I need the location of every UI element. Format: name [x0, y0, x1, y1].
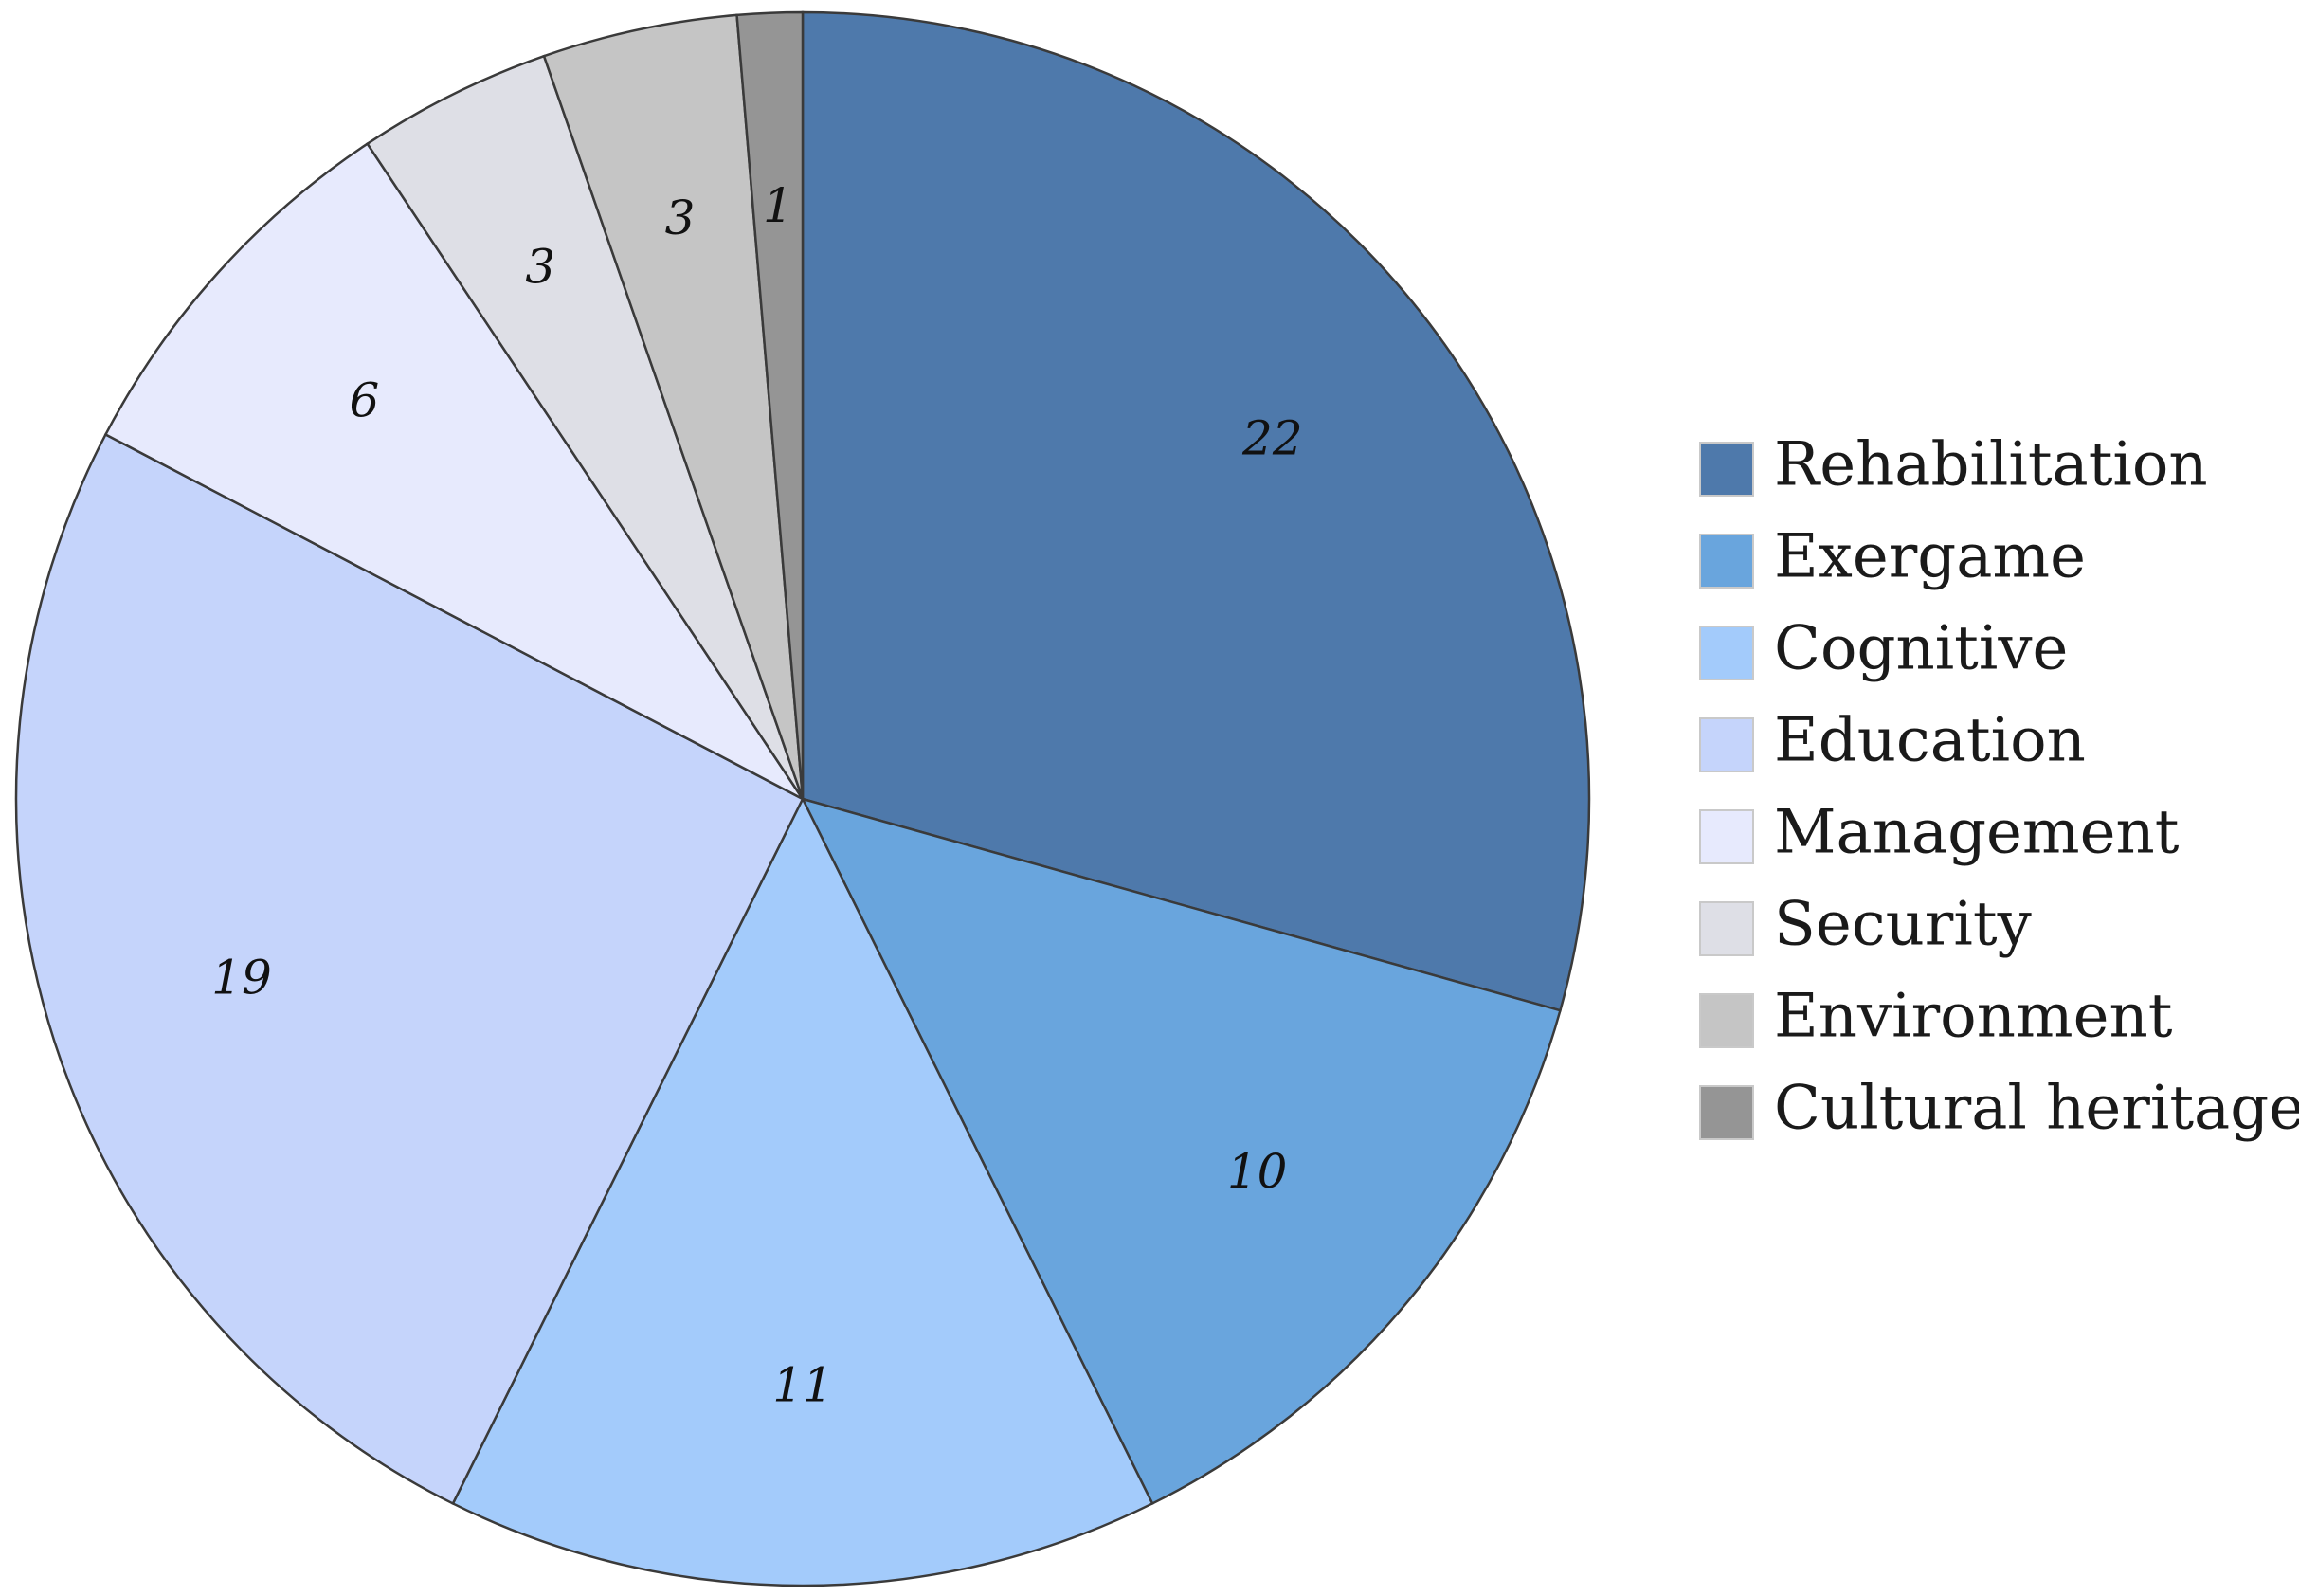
- pie-slice-environment: [542, 13, 805, 800]
- pie-data-labels: 22 10 11 19 6 3 3 1: [211, 178, 1302, 1412]
- legend-label-security: Security: [1774, 890, 2032, 960]
- legend-swatch-rehabilitation: [1699, 442, 1754, 497]
- pie-slice-education: [14, 432, 805, 1506]
- legend: Rehabilitation Exergame Cognitive Education…: [1699, 430, 2299, 1144]
- legend-label-rehabilitation: Rehabilitation: [1774, 430, 2208, 500]
- data-label-education: 19: [211, 950, 272, 1005]
- pie-slice-security: [365, 54, 805, 800]
- legend-swatch-cultural-heritage: [1699, 1085, 1754, 1140]
- pie-slice-management: [103, 141, 805, 801]
- legend-label-education: Education: [1774, 706, 2086, 776]
- legend-label-exergame: Exergame: [1774, 522, 2086, 592]
- legend-swatch-security: [1699, 901, 1754, 956]
- pie-slice-cognitive: [451, 796, 1154, 1587]
- data-label-rehabilitation: 22: [1241, 411, 1303, 466]
- pie-slice-exergame: [800, 797, 1562, 1506]
- data-label-environment: 3: [665, 190, 696, 245]
- data-label-exergame: 10: [1227, 1144, 1288, 1199]
- pie-slice-cultural-heritage: [735, 10, 805, 800]
- pie-slice-rehabilitation: [801, 10, 1591, 1012]
- data-label-management: 6: [349, 372, 379, 427]
- legend-swatch-exergame: [1699, 534, 1754, 589]
- pie-slices: [14, 10, 1591, 1587]
- data-label-security: 3: [525, 239, 555, 294]
- legend-swatch-education: [1699, 717, 1754, 772]
- legend-swatch-management: [1699, 809, 1754, 864]
- legend-label-environment: Environment: [1774, 982, 2173, 1052]
- legend-swatch-environment: [1699, 993, 1754, 1048]
- legend-swatch-cognitive: [1699, 626, 1754, 680]
- legend-label-cognitive: Cognitive: [1774, 614, 2068, 684]
- legend-label-cultural-heritage: Cultural heritage: [1774, 1074, 2299, 1144]
- data-label-cultural-heritage: 1: [763, 178, 793, 233]
- data-label-cognitive: 11: [772, 1358, 833, 1413]
- legend-label-management: Management: [1774, 798, 2180, 868]
